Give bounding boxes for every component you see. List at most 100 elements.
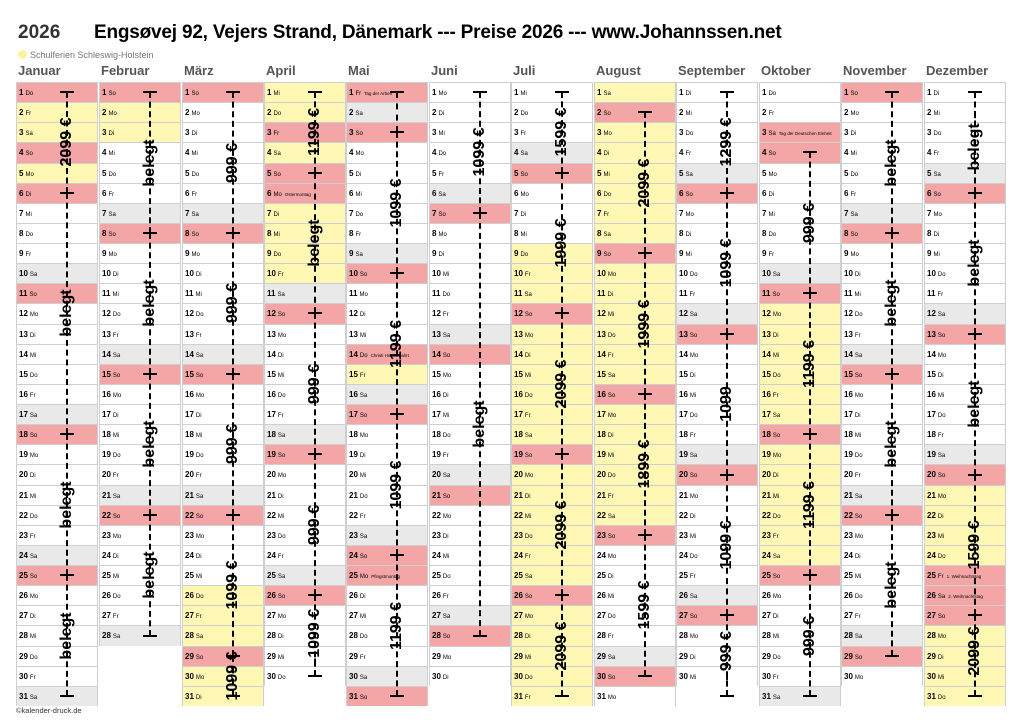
day-row[interactable]: 23 So [594,524,676,545]
day-row[interactable]: 30 Fr [16,665,98,686]
day-row[interactable]: 17 Fr [264,404,346,425]
day-row[interactable]: 18 Mi [182,424,264,445]
day-row[interactable]: 14 Di [264,343,346,364]
day-row[interactable]: 25 Mo Pfingstmontag [346,565,428,586]
day-row[interactable]: 14 So [429,343,511,364]
day-row[interactable]: 16 Sa [346,383,428,404]
day-row[interactable]: 28 Sa [99,625,181,646]
day-row[interactable]: 30 Mi [924,665,1006,686]
day-row[interactable]: 5 So [264,162,346,183]
day-row[interactable]: 11 Mo [346,283,428,304]
day-row[interactable]: 7 Di [511,202,593,223]
day-row[interactable]: 13 Di [759,323,841,344]
day-row[interactable]: 13 Di [16,323,98,344]
day-row[interactable]: 5 Sa [676,162,758,183]
day-row[interactable]: 2 Mo [841,102,923,123]
day-row[interactable]: 9 Mo [99,243,181,264]
day-row[interactable]: 5 Fr [429,162,511,183]
day-row[interactable]: 15 So [99,363,181,384]
day-row[interactable]: 8 Di [924,222,1006,243]
day-row[interactable]: 18 Fr [676,424,758,445]
day-row[interactable]: 10 Di [182,263,264,284]
day-row[interactable]: 19 Fr [429,444,511,465]
day-row[interactable]: 12 Di [346,303,428,324]
day-row[interactable]: 26 Sa [676,585,758,606]
day-row[interactable]: 19 Mo [16,444,98,465]
day-row[interactable]: 25 Do [429,565,511,586]
day-row[interactable]: 10 Sa [759,263,841,284]
day-row[interactable]: 5 Mo [16,162,98,183]
day-row[interactable]: 1 So [99,82,181,103]
day-row[interactable]: 15 Di [924,363,1006,384]
day-row[interactable]: 20 Fr [182,464,264,485]
day-row[interactable]: 19 Sa [676,444,758,465]
day-row[interactable]: 24 So [346,544,428,565]
day-row[interactable]: 31 Mo [594,685,676,706]
day-row[interactable]: 26 Do [99,585,181,606]
day-row[interactable]: 15 Fr [346,363,428,384]
day-row[interactable]: 27 Mi [346,605,428,626]
day-row[interactable]: 12 Do [99,303,181,324]
day-row[interactable]: 10 Fr [264,263,346,284]
day-row[interactable]: 24 Di [182,544,264,565]
day-row[interactable]: 12 Mo [759,303,841,324]
day-row[interactable]: 20 Mo [511,464,593,485]
day-row[interactable]: 7 Do [346,202,428,223]
day-row[interactable]: 9 Do [511,243,593,264]
day-row[interactable]: 22 Mo [429,504,511,525]
day-row[interactable]: 3 Fr [511,122,593,143]
day-row[interactable]: 25 Fr [676,565,758,586]
day-row[interactable]: 26 Mo [16,585,98,606]
day-row[interactable]: 5 Di [346,162,428,183]
day-row[interactable]: 21 Di [264,484,346,505]
day-row[interactable]: 26 Do [841,585,923,606]
day-row[interactable]: 1 Sa [594,82,676,103]
day-row[interactable]: 26 Di [346,585,428,606]
day-row[interactable]: 10 Fr [511,263,593,284]
day-row[interactable]: 2 Fr [16,102,98,123]
day-row[interactable]: 15 So [182,363,264,384]
day-row[interactable]: 21 Mi [16,484,98,505]
day-row[interactable]: 4 Fr [676,142,758,163]
day-row[interactable]: 25 So [759,565,841,586]
day-row[interactable]: 22 Sa [594,504,676,525]
day-row[interactable]: 6 So [676,182,758,203]
day-row[interactable]: 7 Di [264,202,346,223]
day-row[interactable]: 21 Sa [182,484,264,505]
day-row[interactable]: 23 Mo [841,524,923,545]
day-row[interactable]: 6 Fr [182,182,264,203]
day-row[interactable]: 28 Mi [16,625,98,646]
day-row[interactable]: 1 Mi [264,82,346,103]
day-row[interactable]: 4 So [16,142,98,163]
day-row[interactable]: 29 So [841,645,923,666]
day-row[interactable]: 22 Mi [511,504,593,525]
day-row[interactable]: 28 Sa [182,625,264,646]
day-row[interactable]: 22 Do [16,504,98,525]
day-row[interactable]: 15 Mi [511,363,593,384]
day-row[interactable]: 22 Do [759,504,841,525]
day-row[interactable]: 1 Mi [511,82,593,103]
day-row[interactable]: 5 Mo [759,162,841,183]
day-row[interactable]: 20 So [676,464,758,485]
day-row[interactable]: 13 Fr [182,323,264,344]
day-row[interactable]: 5 So [511,162,593,183]
day-row[interactable]: 8 Fr [346,222,428,243]
day-row[interactable]: 8 Mi [511,222,593,243]
day-row[interactable]: 11 Sa [264,283,346,304]
day-row[interactable]: 13 Sa [429,323,511,344]
day-row[interactable]: 15 Di [676,363,758,384]
day-row[interactable]: 2 Do [511,102,593,123]
day-row[interactable]: 28 Sa [841,625,923,646]
day-row[interactable]: 24 Fr [264,544,346,565]
day-row[interactable]: 23 Di [429,524,511,545]
day-row[interactable]: 2 Fr [759,102,841,123]
day-row[interactable]: 4 Mo [346,142,428,163]
day-row[interactable]: 18 So [16,424,98,445]
day-row[interactable]: 20 Di [759,464,841,485]
day-row[interactable]: 29 Do [16,645,98,666]
day-row[interactable]: 29 Di [924,645,1006,666]
day-row[interactable]: 19 Do [99,444,181,465]
day-row[interactable]: 28 Mo [924,625,1006,646]
day-row[interactable]: 17 Di [182,404,264,425]
day-row[interactable]: 31 Fr [511,685,593,706]
